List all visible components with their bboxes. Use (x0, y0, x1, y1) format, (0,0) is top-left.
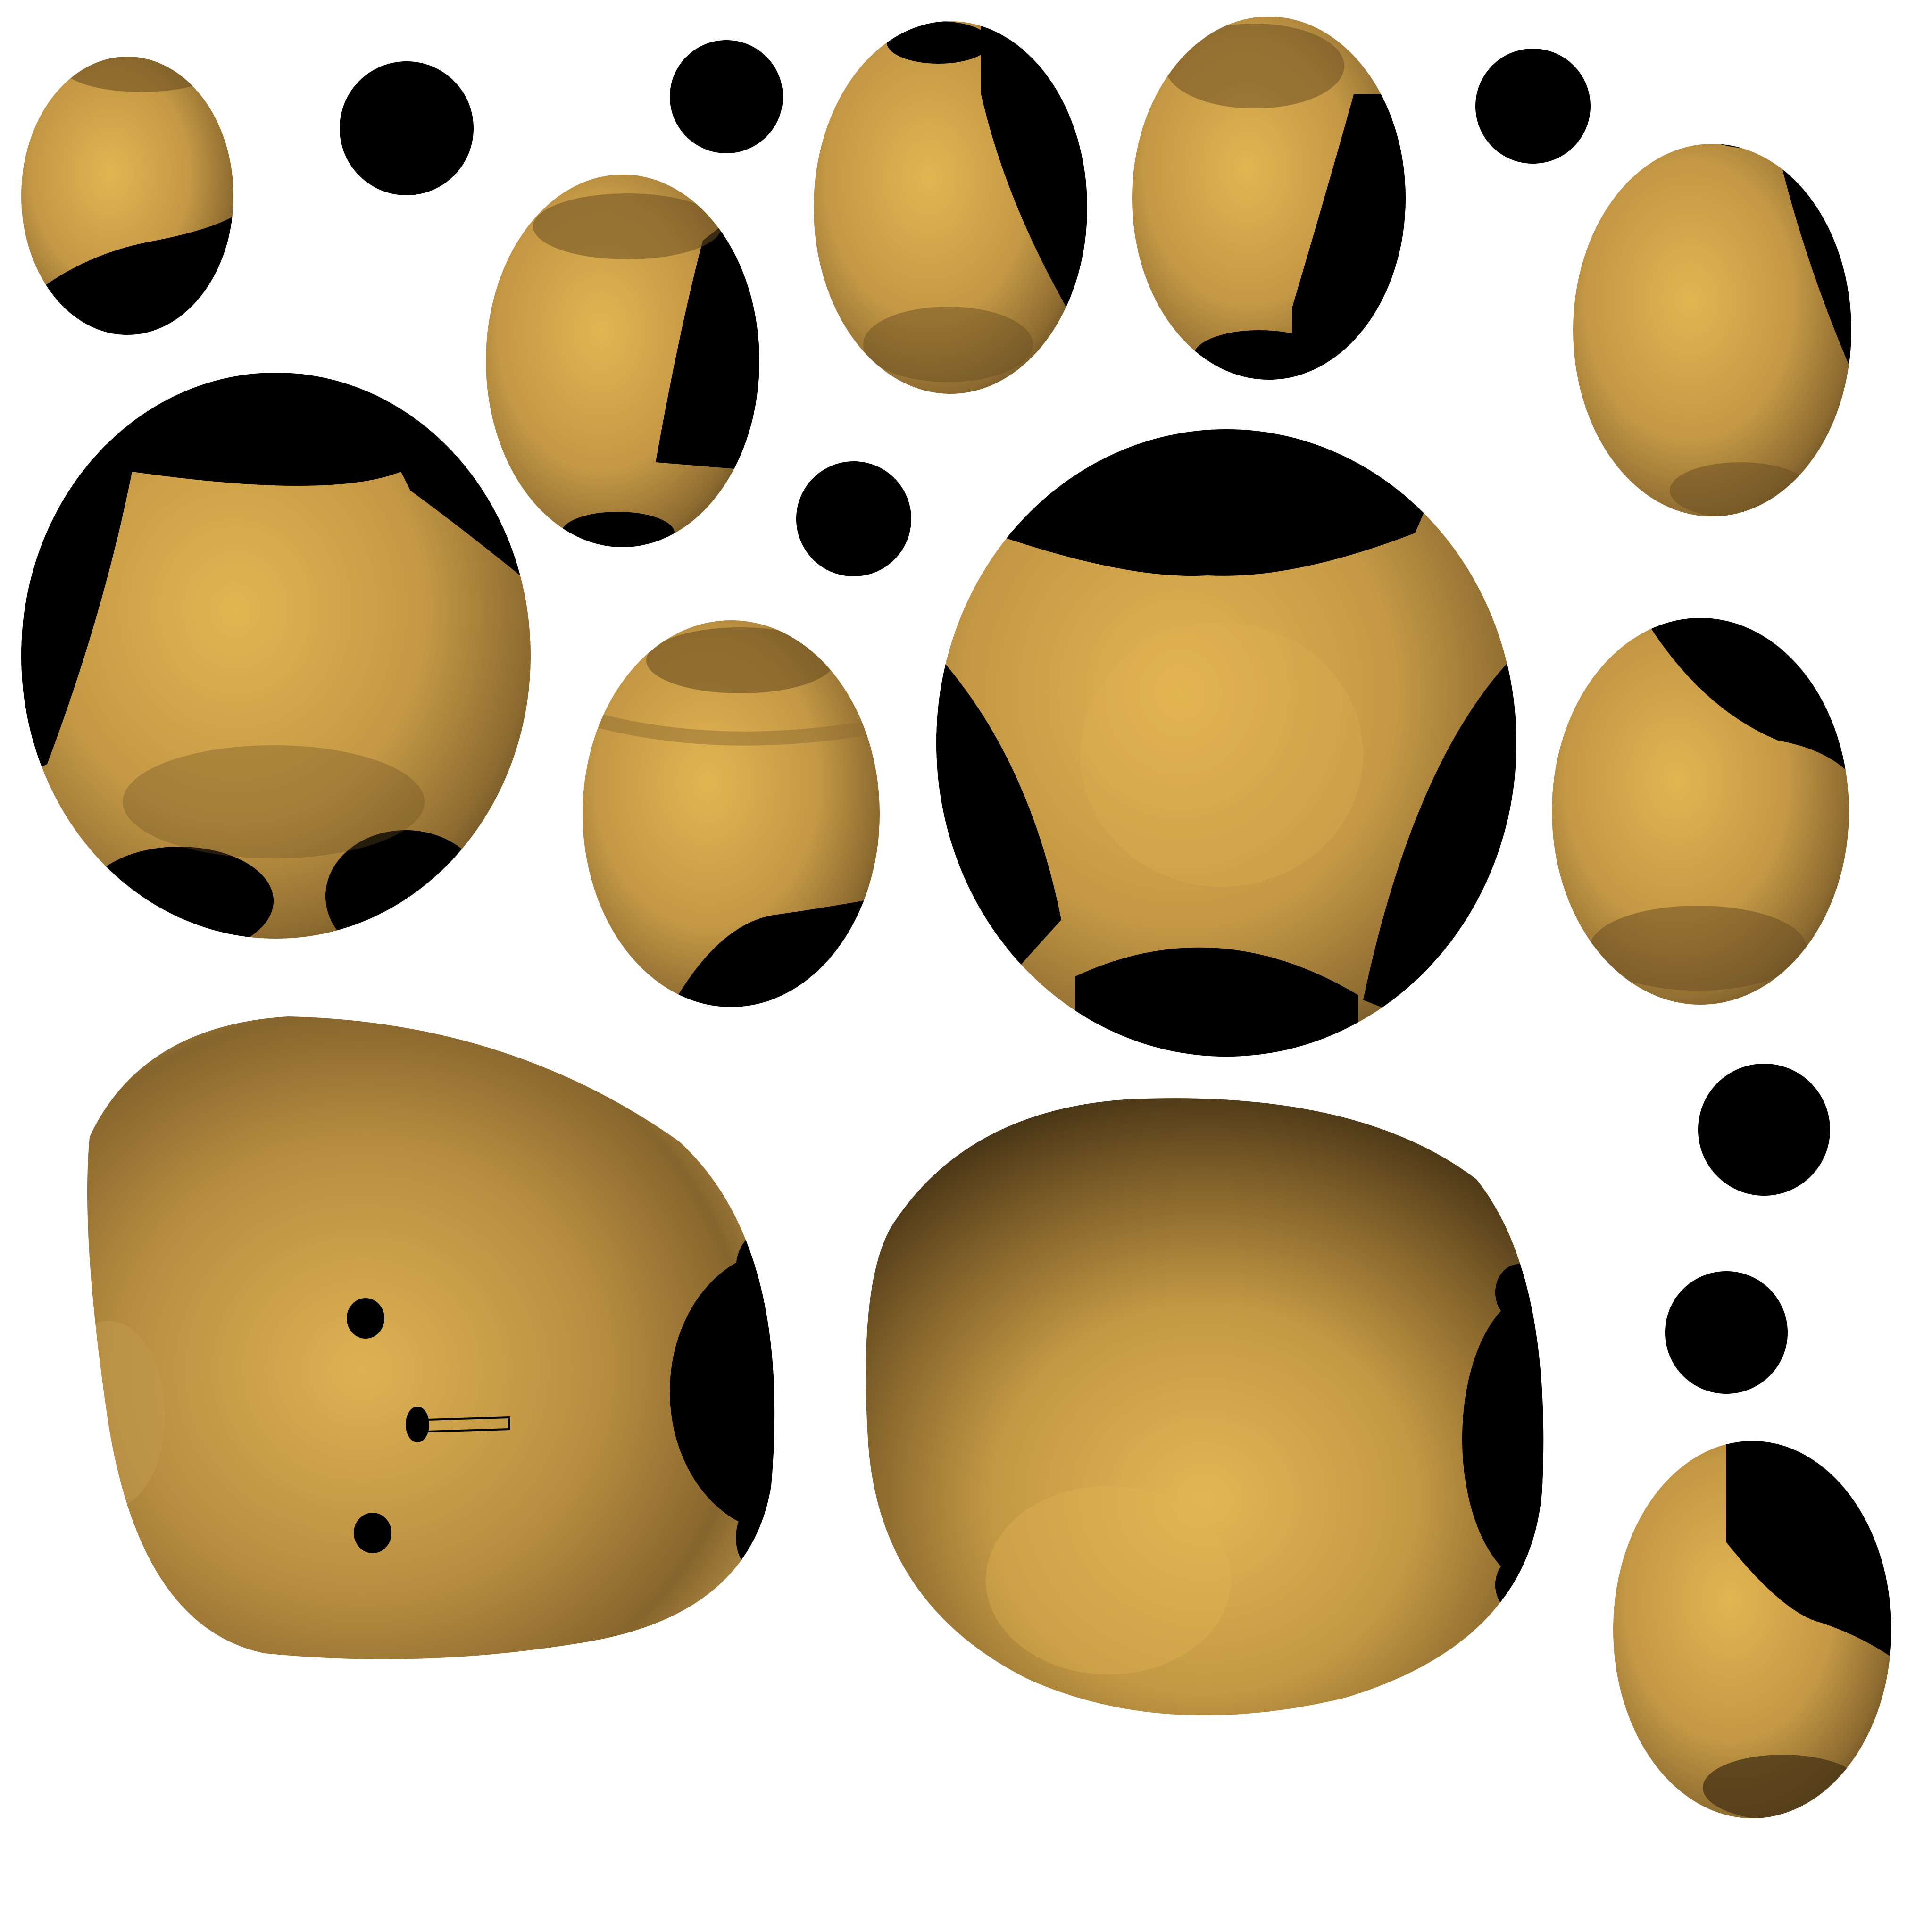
cap-sprite-left (87, 1016, 775, 1659)
cap-slit (426, 1416, 510, 1433)
egg-sprite-9 (1552, 618, 1849, 1005)
dot-sprite-5 (1698, 1064, 1830, 1196)
egg-sprite-5 (1573, 144, 1851, 516)
egg-sprite-1 (21, 57, 233, 335)
egg-sprite-7 (583, 620, 880, 1007)
cap-hole-1 (347, 1298, 384, 1339)
cap-hole-2 (406, 1407, 429, 1442)
dot-sprite-1 (340, 61, 474, 195)
egg-sprite-2 (486, 175, 759, 547)
dot-sprite-4 (796, 461, 911, 576)
egg-sprite-8 (936, 429, 1516, 1057)
egg-sprite-4 (1132, 17, 1406, 380)
dot-sprite-6 (1665, 1271, 1788, 1394)
egg-sprite-10 (1613, 1441, 1891, 1818)
egg-sprite-3 (814, 21, 1087, 394)
egg-sprite-6 (21, 373, 531, 939)
dot-sprite-3 (1475, 49, 1591, 164)
dot-sprite-2 (670, 40, 783, 153)
cap-sprite-right (866, 1098, 1544, 1715)
cap-hole-3 (354, 1513, 391, 1553)
